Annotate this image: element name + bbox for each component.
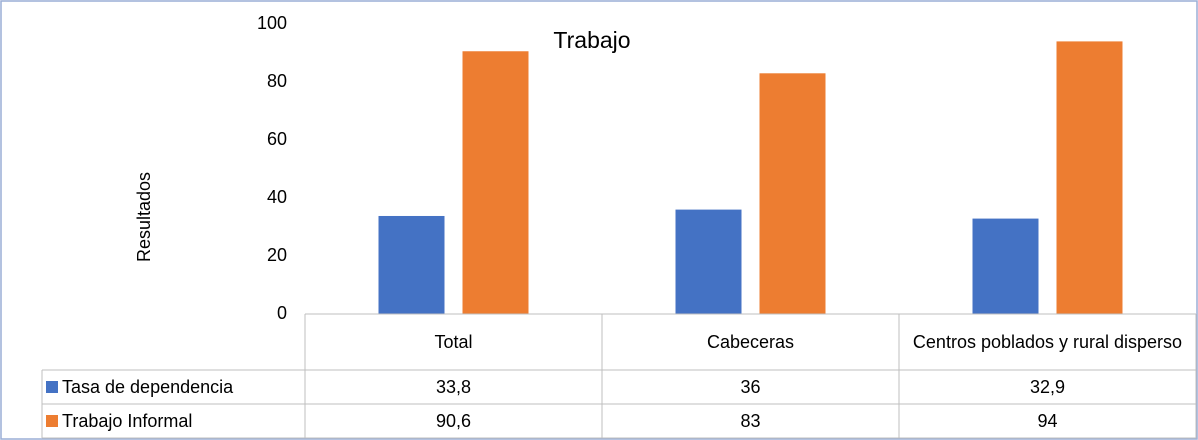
data-label-cell: 32,9 xyxy=(899,370,1196,404)
data-label: 32,9 xyxy=(899,370,1196,404)
y-axis-label: Resultados xyxy=(134,172,154,262)
bar xyxy=(972,218,1039,314)
y-tick-label: 40 xyxy=(267,187,287,207)
bar xyxy=(1056,41,1123,315)
data-label-cell: 90,6 xyxy=(305,404,602,438)
y-tick-label: 60 xyxy=(267,129,287,149)
legend-swatch xyxy=(46,415,58,427)
bar xyxy=(378,215,445,314)
data-label-text: 36 xyxy=(740,377,761,397)
legend-label: Trabajo Informal xyxy=(42,404,305,438)
x-tick-label-cell: Cabeceras xyxy=(602,314,899,370)
y-tick-label: 20 xyxy=(267,245,287,265)
x-tick-label: Centros poblados y rural disperso xyxy=(899,314,1196,370)
x-tick-label-text: Centros poblados y rural disperso xyxy=(912,332,1183,352)
data-label: 33,8 xyxy=(305,370,602,404)
data-label-text: 83 xyxy=(740,411,761,431)
y-tick-label: 0 xyxy=(277,303,287,323)
bar xyxy=(462,51,529,314)
bar xyxy=(759,73,826,314)
data-label: 90,6 xyxy=(305,404,602,438)
legend-label-cell: Trabajo Informal xyxy=(42,404,305,438)
x-tick-label-cell: Centros poblados y rural disperso xyxy=(899,314,1196,370)
data-label-text: 94 xyxy=(1037,411,1058,431)
x-tick-label: Total xyxy=(305,314,602,370)
x-tick-label-text: Total xyxy=(434,332,473,352)
data-label-text: 32,9 xyxy=(1029,377,1066,397)
x-tick-label-cell: Total xyxy=(305,314,602,370)
y-tick-label: 100 xyxy=(257,13,287,33)
bar xyxy=(675,209,742,314)
data-label-cell: 36 xyxy=(602,370,899,404)
y-tick-label: 80 xyxy=(267,71,287,91)
data-label: 36 xyxy=(602,370,899,404)
data-label: 94 xyxy=(899,404,1196,438)
legend-label-text: Trabajo Informal xyxy=(62,411,193,431)
data-label-cell: 83 xyxy=(602,404,899,438)
legend-label: Tasa de dependencia xyxy=(42,370,305,404)
data-label-cell: 94 xyxy=(899,404,1196,438)
data-label: 83 xyxy=(602,404,899,438)
chart-title: Trabajo xyxy=(553,27,630,53)
data-label-text: 90,6 xyxy=(435,411,472,431)
legend-swatch xyxy=(46,381,58,393)
data-label-cell: 33,8 xyxy=(305,370,602,404)
legend-label-cell: Tasa de dependencia xyxy=(42,370,305,404)
x-tick-label-text: Cabeceras xyxy=(706,332,795,352)
x-tick-label: Cabeceras xyxy=(602,314,899,370)
legend-label-text: Tasa de dependencia xyxy=(62,377,234,397)
data-label-text: 33,8 xyxy=(435,377,472,397)
